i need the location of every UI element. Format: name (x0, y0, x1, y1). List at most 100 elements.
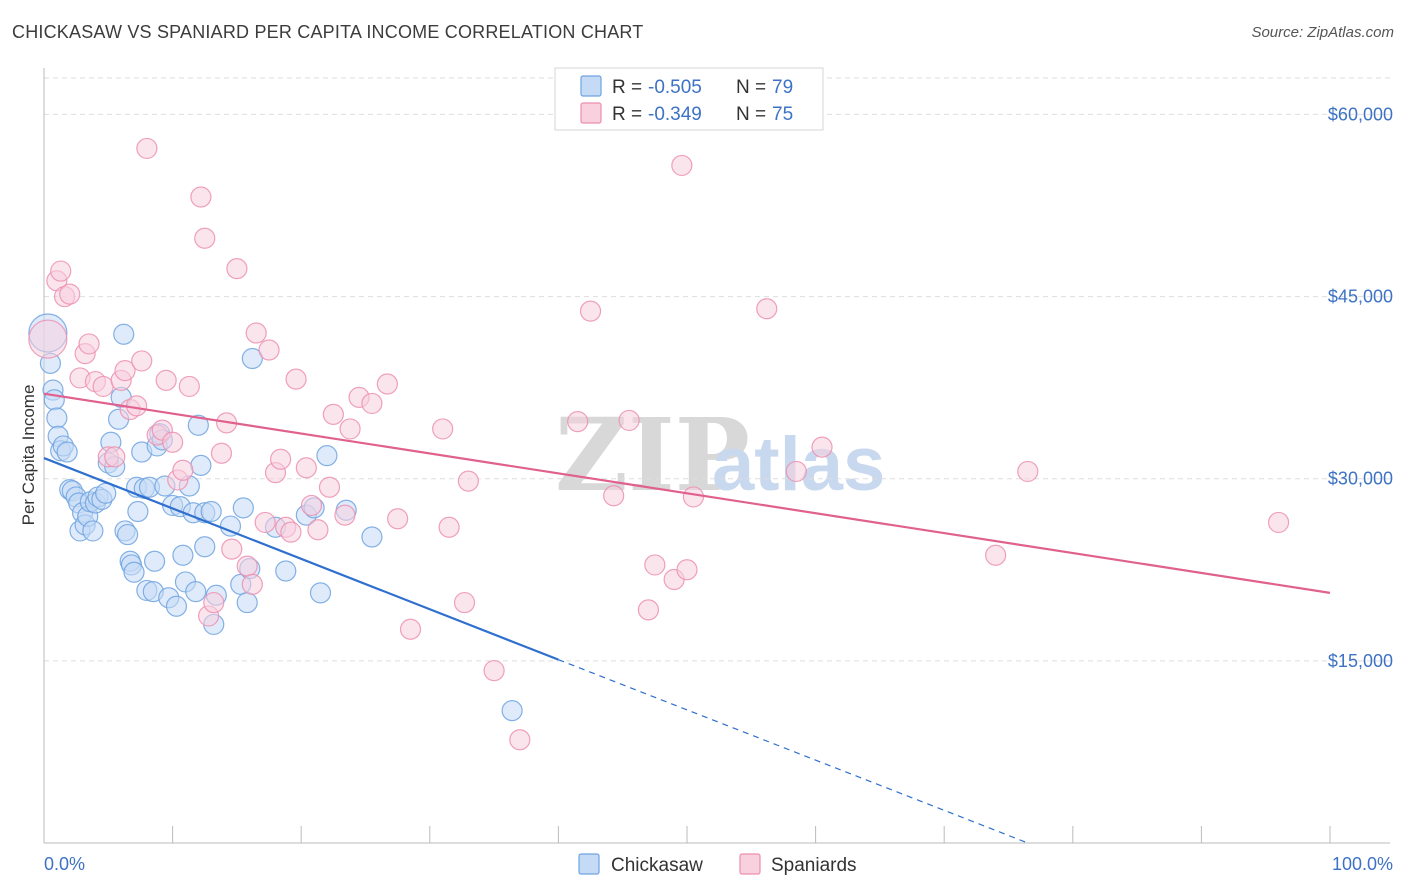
spaniards-point (509, 729, 531, 751)
chickasaw-point (501, 700, 523, 722)
spaniards-point (682, 486, 705, 508)
legend-r-value-1: -0.505 (648, 77, 702, 98)
spaniards-point (644, 554, 666, 576)
chickasaw-point (232, 497, 254, 519)
spaniards-point (136, 137, 158, 160)
spaniards-point (361, 392, 383, 415)
spaniards-point (241, 573, 263, 595)
legend-r-label-2: R = (612, 104, 642, 125)
data-points (28, 137, 1290, 751)
spaniards-point (258, 339, 280, 361)
spaniards-point (210, 442, 233, 464)
spaniards-point (78, 333, 100, 355)
spaniards-point (178, 375, 200, 398)
chickasaw-point (187, 414, 209, 436)
spaniards-point (399, 618, 422, 640)
x-tick-label: 0.0% (44, 854, 85, 874)
spaniards-point (92, 375, 114, 398)
y-tick-label: $30,000 (1328, 469, 1393, 489)
legend-swatch-chickasaw (580, 75, 602, 97)
bottom-swatch-spaniards (739, 853, 761, 875)
spaniards-point (387, 508, 409, 530)
spaniards-point (1017, 460, 1039, 483)
legend-r-label-1: R = (612, 77, 642, 98)
spaniards-point (50, 260, 72, 282)
spaniards-point (457, 470, 479, 492)
chickasaw-point (194, 536, 216, 558)
spaniards-point (322, 403, 344, 425)
spaniards-point (162, 431, 184, 453)
chickasaw-point (82, 520, 104, 542)
spaniards-point (155, 369, 177, 391)
spaniards-point (194, 227, 216, 249)
spaniards-point (438, 516, 460, 538)
legend-r-value-2: -0.349 (648, 104, 702, 125)
spaniards-point (285, 368, 307, 390)
bottom-legend-chickasaw: Chickasaw (611, 855, 703, 876)
chickasaw-point (123, 561, 145, 583)
axes: $15,000 $30,000 $45,000 $60,000 0.0% 100.0% (43, 68, 1393, 874)
legend-n-label-2: N = (736, 104, 766, 125)
chickasaw-point (361, 526, 383, 548)
spaniards-point (618, 409, 640, 432)
chickasaw-point (46, 407, 68, 429)
spaniards-point (676, 559, 698, 581)
chickasaw-point (95, 482, 117, 504)
spaniards-point (236, 555, 258, 577)
chickasaw-point (113, 323, 135, 345)
series-legend: Chickasaw Spaniards (578, 853, 857, 876)
y-tick-label: $60,000 (1328, 104, 1393, 124)
spaniards-point (270, 448, 292, 470)
spaniards-point (603, 485, 625, 507)
spaniards-point (131, 350, 153, 372)
spaniards-point (104, 446, 126, 468)
spaniards-point (245, 322, 267, 344)
chickasaw-point (172, 544, 194, 566)
legend-swatch-spaniards (580, 102, 602, 124)
chickasaw-point (165, 595, 188, 617)
legend-n-value-2: 75 (772, 104, 793, 125)
spaniards-point (339, 418, 361, 440)
chickasaw-point (56, 441, 78, 463)
chickasaw-trendline (43, 457, 559, 661)
spaniards-point (785, 460, 807, 483)
bottom-swatch-chickasaw (578, 853, 600, 875)
spaniards-point (671, 154, 693, 177)
y-axis-label: Per Capita Income (19, 385, 38, 526)
trend-lines (43, 392, 1331, 844)
spaniards-point (280, 521, 302, 543)
spaniards-point (203, 591, 225, 614)
chickasaw-point (43, 389, 65, 411)
spaniards-point (300, 494, 323, 517)
chickasaw-point (309, 582, 332, 604)
spaniards-trendline (43, 392, 1331, 594)
spaniards-point (637, 599, 660, 621)
spaniards-point (172, 459, 194, 481)
legend-n-label-1: N = (736, 77, 766, 98)
chickasaw-point (127, 500, 149, 523)
spaniards-point (307, 519, 329, 541)
spaniards-point (254, 511, 276, 534)
spaniards-point (1267, 511, 1290, 534)
chickasaw-trendline-extension (558, 659, 1029, 844)
source-label: Source: ZipAtlas.com (1251, 24, 1394, 41)
spaniards-point (756, 298, 778, 320)
spaniards-point (567, 411, 589, 433)
chickasaw-point (143, 550, 166, 572)
spaniards-point (221, 538, 243, 560)
spaniards-point (453, 591, 476, 614)
spaniards-point (985, 544, 1007, 566)
spaniards-point (190, 186, 212, 208)
chickasaw-point (185, 581, 207, 603)
chickasaw-point (236, 591, 258, 614)
chickasaw-point (116, 523, 139, 546)
chickasaw-point (190, 454, 212, 476)
spaniards-point (114, 360, 136, 382)
spaniards-point (334, 504, 356, 526)
y-tick-label: $45,000 (1328, 287, 1393, 307)
chart-title: CHICKASAW VS SPANIARD PER CAPITA INCOME … (12, 22, 644, 42)
spaniards-point (295, 457, 317, 479)
spaniards-point (483, 659, 505, 682)
chickasaw-point (316, 445, 338, 467)
legend-n-value-1: 79 (772, 77, 793, 98)
